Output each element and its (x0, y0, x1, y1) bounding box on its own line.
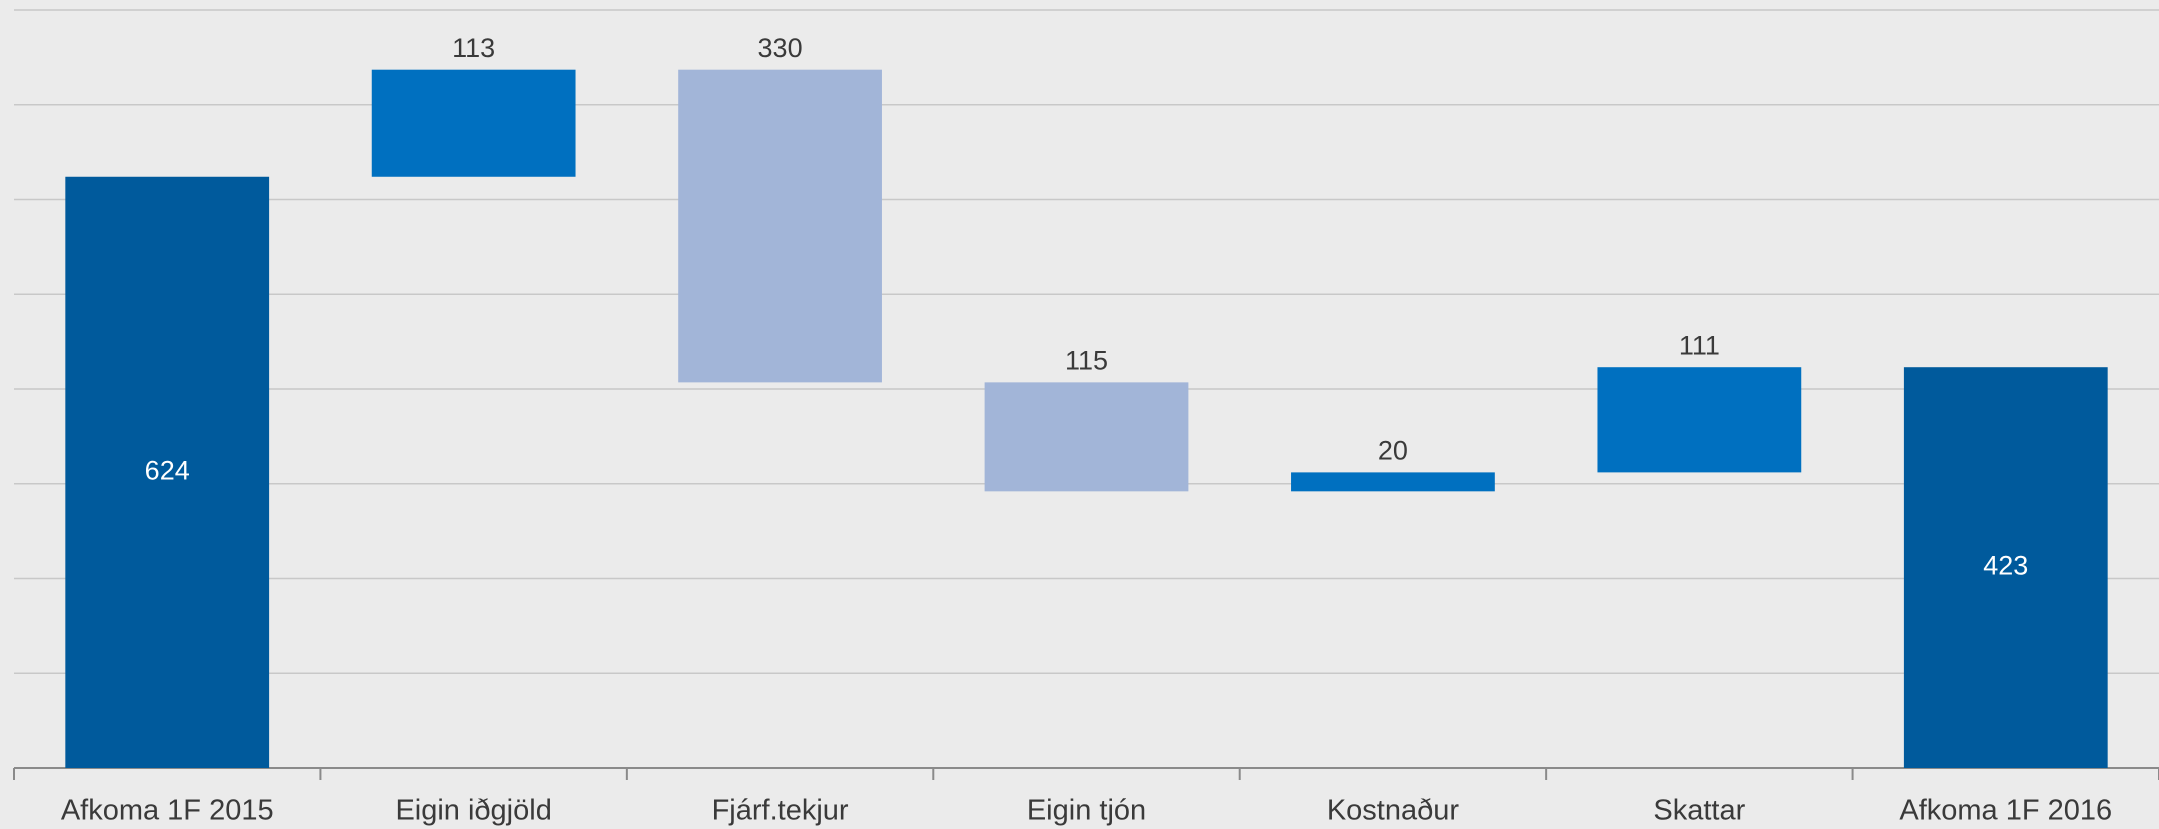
bar (1597, 367, 1802, 473)
bar (371, 69, 576, 177)
data-label: 423 (1983, 551, 2028, 581)
bar (1291, 472, 1495, 492)
x-tick-label: Eigin tjón (1027, 795, 1146, 827)
data-label: 20 (1378, 436, 1408, 466)
data-label: 111 (1679, 330, 1720, 360)
bar (678, 69, 882, 383)
bar (984, 382, 1189, 492)
data-label: 113 (452, 33, 495, 63)
x-tick-label: Fjárf.tekjur (712, 795, 849, 827)
bar (1903, 367, 2108, 768)
data-label: 624 (145, 456, 190, 486)
x-tick-label: Eigin iðgjöld (395, 795, 551, 827)
data-label: 330 (758, 33, 803, 63)
x-tick-label: Afkoma 1F 2015 (61, 795, 274, 827)
x-tick-label: Skattar (1653, 795, 1745, 827)
x-tick-label: Afkoma 1F 2016 (1899, 795, 2112, 827)
data-label: 115 (1065, 345, 1108, 375)
bar (65, 176, 270, 768)
x-tick-label: Kostnaður (1327, 795, 1460, 827)
